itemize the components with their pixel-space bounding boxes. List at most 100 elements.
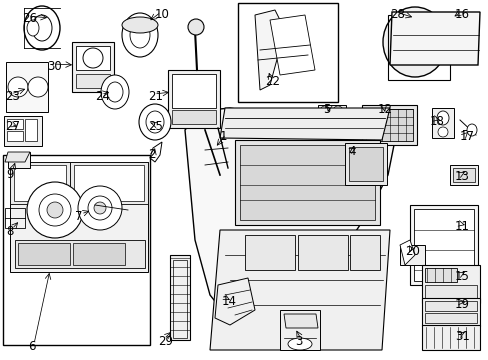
Bar bbox=[244, 235, 294, 270]
Polygon shape bbox=[220, 108, 389, 140]
Bar bbox=[3, 155, 150, 345]
Text: 26: 26 bbox=[22, 12, 37, 25]
Bar bbox=[421, 325, 479, 350]
Text: 7: 7 bbox=[75, 210, 82, 223]
Ellipse shape bbox=[83, 48, 103, 68]
Ellipse shape bbox=[39, 194, 71, 226]
Ellipse shape bbox=[382, 7, 446, 77]
Text: 23: 23 bbox=[5, 90, 20, 103]
Bar bbox=[421, 265, 479, 303]
Polygon shape bbox=[399, 240, 414, 265]
Text: 3: 3 bbox=[294, 335, 302, 348]
Ellipse shape bbox=[122, 17, 158, 33]
Ellipse shape bbox=[139, 104, 171, 140]
Polygon shape bbox=[269, 15, 314, 75]
Text: 27: 27 bbox=[5, 120, 20, 133]
Bar bbox=[238, 3, 337, 102]
Bar bbox=[7, 131, 23, 141]
Bar bbox=[409, 205, 477, 285]
Bar bbox=[170, 255, 190, 340]
Polygon shape bbox=[284, 314, 317, 328]
Ellipse shape bbox=[32, 15, 52, 41]
Text: 24: 24 bbox=[95, 90, 110, 103]
Ellipse shape bbox=[146, 111, 163, 133]
Ellipse shape bbox=[27, 20, 39, 36]
Text: 18: 18 bbox=[429, 115, 444, 128]
Bar bbox=[424, 285, 476, 299]
Bar bbox=[18, 243, 70, 265]
Text: 2: 2 bbox=[148, 148, 155, 161]
Text: 12: 12 bbox=[377, 103, 392, 116]
Bar bbox=[240, 145, 374, 220]
Text: 15: 15 bbox=[454, 270, 469, 283]
Ellipse shape bbox=[319, 106, 329, 116]
Bar bbox=[297, 235, 347, 270]
Bar bbox=[173, 260, 186, 338]
Bar bbox=[452, 168, 474, 182]
Text: 14: 14 bbox=[222, 295, 237, 308]
Text: 21: 21 bbox=[148, 90, 163, 103]
Ellipse shape bbox=[47, 202, 63, 218]
Bar bbox=[349, 235, 379, 270]
Ellipse shape bbox=[28, 77, 48, 97]
Ellipse shape bbox=[78, 186, 122, 230]
Text: 28: 28 bbox=[389, 8, 404, 21]
Bar bbox=[424, 313, 476, 323]
Text: 16: 16 bbox=[454, 8, 469, 21]
Ellipse shape bbox=[436, 111, 448, 125]
Text: 4: 4 bbox=[347, 145, 355, 158]
Text: 13: 13 bbox=[454, 170, 469, 183]
Ellipse shape bbox=[437, 127, 447, 137]
Bar bbox=[10, 162, 148, 272]
Text: 11: 11 bbox=[454, 220, 469, 233]
Text: 6: 6 bbox=[28, 340, 36, 353]
Bar bbox=[7, 119, 23, 129]
Ellipse shape bbox=[130, 22, 150, 48]
Bar bbox=[70, 162, 148, 204]
Bar bbox=[168, 70, 220, 128]
Bar bbox=[317, 105, 346, 117]
Ellipse shape bbox=[8, 77, 28, 97]
Bar bbox=[413, 209, 473, 281]
Text: 31: 31 bbox=[454, 330, 469, 343]
Text: 20: 20 bbox=[404, 245, 419, 258]
Bar bbox=[4, 116, 42, 146]
Ellipse shape bbox=[16, 77, 40, 93]
Text: 9: 9 bbox=[6, 168, 14, 181]
Polygon shape bbox=[5, 152, 30, 162]
Bar bbox=[72, 42, 114, 92]
Bar bbox=[421, 298, 479, 326]
Bar bbox=[431, 108, 453, 138]
Bar bbox=[25, 119, 37, 141]
Ellipse shape bbox=[101, 75, 129, 109]
Bar bbox=[6, 62, 48, 112]
Text: 22: 22 bbox=[264, 75, 280, 88]
Bar bbox=[449, 165, 477, 185]
Ellipse shape bbox=[466, 124, 476, 136]
Bar bbox=[348, 147, 382, 181]
Bar bbox=[8, 152, 30, 168]
Ellipse shape bbox=[187, 19, 203, 35]
Bar bbox=[74, 165, 143, 201]
Text: 10: 10 bbox=[155, 8, 169, 21]
Ellipse shape bbox=[332, 106, 342, 116]
Bar bbox=[172, 74, 216, 108]
Ellipse shape bbox=[27, 182, 83, 238]
Bar bbox=[235, 140, 379, 225]
Polygon shape bbox=[389, 12, 479, 65]
Text: 30: 30 bbox=[47, 60, 61, 73]
Polygon shape bbox=[150, 142, 162, 162]
Polygon shape bbox=[209, 230, 389, 350]
Ellipse shape bbox=[404, 31, 424, 53]
Bar bbox=[73, 243, 125, 265]
Text: 5: 5 bbox=[323, 103, 330, 116]
Ellipse shape bbox=[394, 20, 434, 64]
Text: 1: 1 bbox=[220, 130, 227, 143]
Bar bbox=[345, 143, 386, 185]
Ellipse shape bbox=[122, 13, 158, 57]
Text: 19: 19 bbox=[454, 298, 469, 311]
Text: 29: 29 bbox=[158, 335, 173, 348]
Ellipse shape bbox=[24, 6, 60, 50]
Text: 8: 8 bbox=[6, 225, 13, 238]
Text: 17: 17 bbox=[459, 130, 474, 143]
